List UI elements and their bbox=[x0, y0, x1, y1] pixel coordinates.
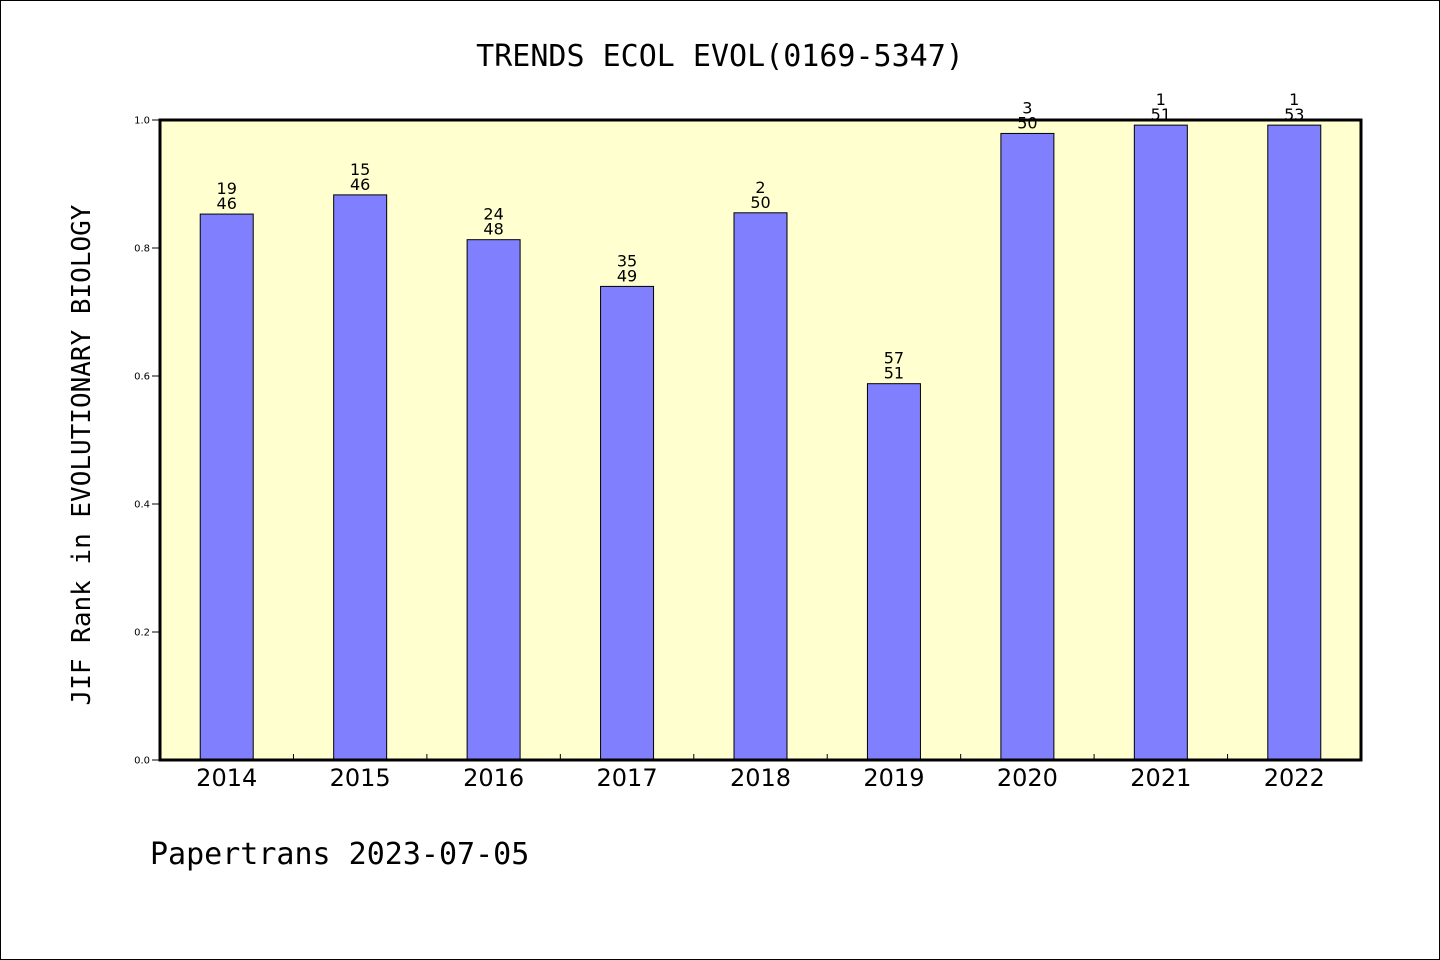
bar-total-label: 50 bbox=[750, 193, 770, 212]
x-tick-label: 2015 bbox=[330, 764, 391, 792]
bar-2019 bbox=[866, 383, 921, 761]
bar-2021 bbox=[1133, 124, 1188, 761]
bar-2022 bbox=[1267, 124, 1322, 761]
bar-total-label: 49 bbox=[617, 266, 637, 285]
footer-text: Papertrans 2023-07-05 bbox=[150, 837, 529, 872]
y-axis: 0.0 0.2 0.4 0.6 0.8 1.0 bbox=[134, 116, 160, 767]
x-tick-label: 2018 bbox=[730, 764, 791, 792]
bar-rank-label: 35 bbox=[617, 251, 637, 270]
bar-2014 bbox=[199, 213, 254, 761]
bar-2020 bbox=[1000, 132, 1055, 761]
bar-2016 bbox=[466, 239, 521, 761]
y-tick-label: 0.4 bbox=[134, 500, 150, 511]
bar-rank-label: 3 bbox=[1022, 98, 1032, 117]
y-tick-label: 0.6 bbox=[134, 372, 150, 383]
bar-total-label: 46 bbox=[217, 194, 237, 213]
bar-total-label: 48 bbox=[483, 220, 503, 239]
bar-rank-label: 19 bbox=[217, 179, 237, 198]
bar-2018 bbox=[733, 212, 788, 761]
x-tick-label: 2020 bbox=[997, 764, 1058, 792]
bars-layer bbox=[199, 124, 1322, 761]
bar-rank-label: 15 bbox=[350, 160, 370, 179]
bar-rank-label: 1 bbox=[1289, 90, 1299, 109]
y-tick-label: 0.0 bbox=[134, 756, 150, 767]
x-tick-label: 2019 bbox=[863, 764, 924, 792]
bar-rank-label: 1 bbox=[1156, 90, 1166, 109]
x-tick-label: 2021 bbox=[1130, 764, 1191, 792]
bar-2017 bbox=[600, 285, 655, 761]
bar-total-label: 50 bbox=[1017, 113, 1037, 132]
y-tick-label: 0.8 bbox=[134, 244, 150, 255]
plot-border bbox=[158, 118, 1363, 762]
bar-rank-label: 24 bbox=[483, 205, 503, 224]
bar-rank-label: 2 bbox=[755, 178, 765, 197]
y-axis-label: JIF Rank in EVOLUTIONARY BIOLOGY bbox=[67, 204, 97, 705]
x-tick-label: 2017 bbox=[597, 764, 658, 792]
x-tick-label: 2022 bbox=[1264, 764, 1325, 792]
x-tick-label: 2014 bbox=[196, 764, 257, 792]
x-axis: 2014 2015 2016 2017 2018 2019 2020 2021 2022 bbox=[196, 754, 1325, 792]
bar-total-label: 46 bbox=[350, 175, 370, 194]
bar-2015 bbox=[333, 194, 388, 761]
bar-total-label: 51 bbox=[884, 364, 904, 383]
y-tick-label: 1.0 bbox=[134, 116, 150, 127]
bar-rank-label: 57 bbox=[884, 349, 904, 368]
x-tick-label: 2016 bbox=[463, 764, 524, 792]
chart-title: TRENDS ECOL EVOL(0169-5347) bbox=[476, 39, 964, 74]
y-tick-label: 0.2 bbox=[134, 628, 150, 639]
